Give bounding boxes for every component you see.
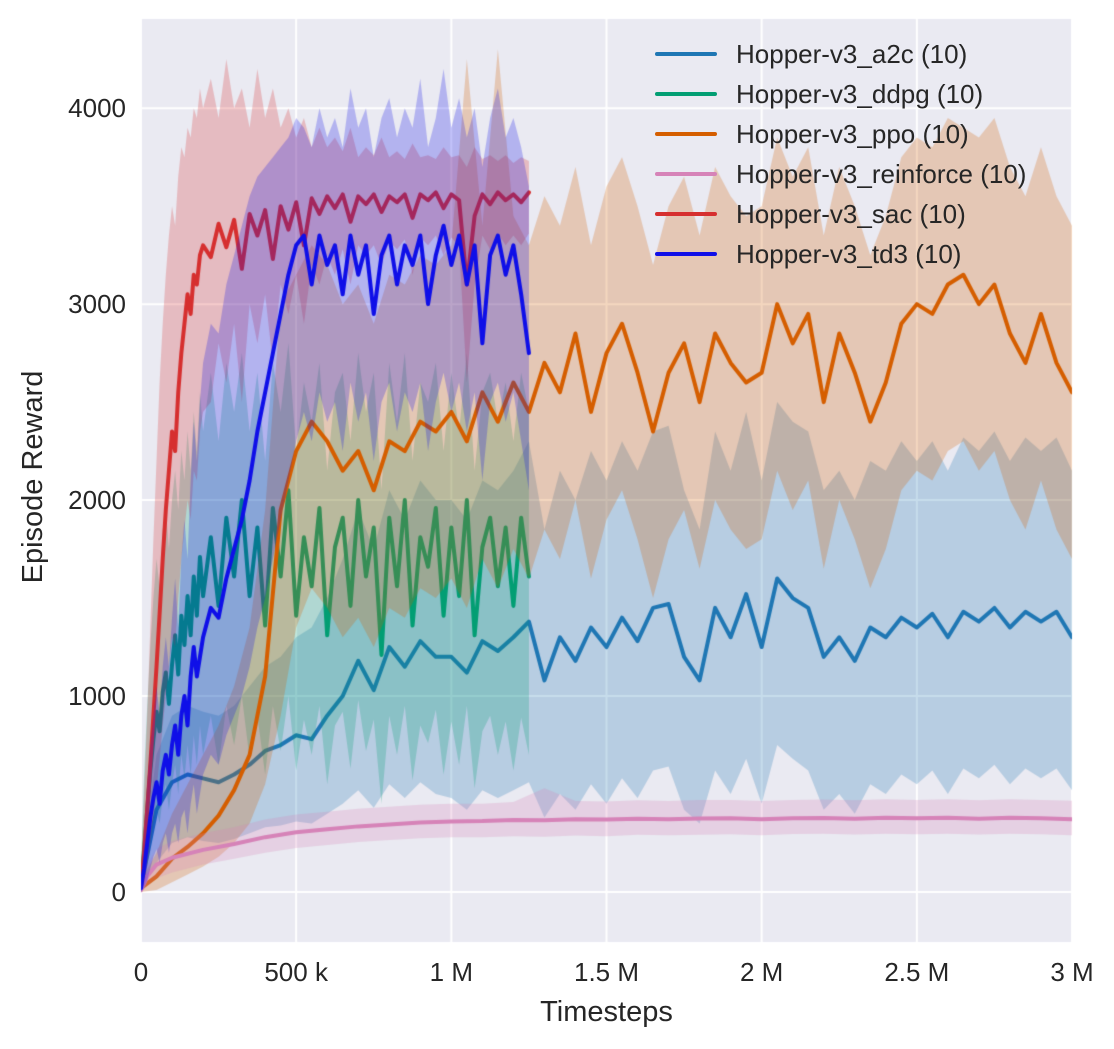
legend-item-ppo: Hopper-v3_ppo (10) bbox=[655, 114, 1026, 154]
legend-label: Hopper-v3_td3 (10) bbox=[736, 239, 962, 269]
legend-item-ddpg: Hopper-v3_ddpg (10) bbox=[655, 74, 1026, 114]
legend-label: Hopper-v3_sac (10) bbox=[736, 199, 966, 229]
y-tick-label: 0 bbox=[111, 877, 126, 908]
y-axis-label: Episode Reward bbox=[17, 370, 49, 584]
legend-line-swatch-td3 bbox=[655, 252, 717, 256]
x-tick-label: 1 M bbox=[429, 957, 473, 987]
legend-line-swatch-ppo bbox=[655, 132, 717, 136]
legend-label: Hopper-v3_ppo (10) bbox=[736, 119, 969, 149]
legend-line-swatch-a2c bbox=[655, 52, 717, 56]
y-tick-label: 4000 bbox=[68, 93, 126, 124]
legend: Hopper-v3_a2c (10) Hopper-v3_ddpg (10) Hop… bbox=[655, 34, 1026, 274]
y-tick-label: 3000 bbox=[68, 289, 126, 320]
x-tick-label: 0 bbox=[133, 957, 149, 987]
x-tick-label: 500 k bbox=[264, 957, 328, 987]
legend-label: Hopper-v3_reinforce (10) bbox=[736, 159, 1027, 189]
x-tick-label: 1.5 M bbox=[573, 957, 640, 987]
legend-line-swatch-reinforce bbox=[655, 172, 717, 176]
y-tick-label: 2000 bbox=[68, 485, 126, 516]
legend-label: Hopper-v3_ddpg (10) bbox=[736, 79, 984, 109]
legend-item-sac: Hopper-v3_sac (10) bbox=[655, 194, 1026, 234]
legend-item-reinforce: Hopper-v3_reinforce (10) bbox=[655, 154, 1026, 194]
legend-line-swatch-ddpg bbox=[655, 92, 717, 96]
y-tick-label: 1000 bbox=[68, 681, 126, 712]
x-tick-label: 2 M bbox=[739, 957, 784, 987]
x-axis-label: Timesteps bbox=[540, 996, 673, 1028]
legend-line-swatch-sac bbox=[655, 212, 717, 216]
x-tick-label: 3 M bbox=[1050, 957, 1094, 987]
legend-item-a2c: Hopper-v3_a2c (10) bbox=[655, 34, 1026, 74]
legend-label: Hopper-v3_a2c (10) bbox=[736, 39, 968, 69]
x-tick-label: 2.5 M bbox=[884, 957, 950, 987]
legend-item-td3: Hopper-v3_td3 (10) bbox=[655, 234, 1026, 274]
